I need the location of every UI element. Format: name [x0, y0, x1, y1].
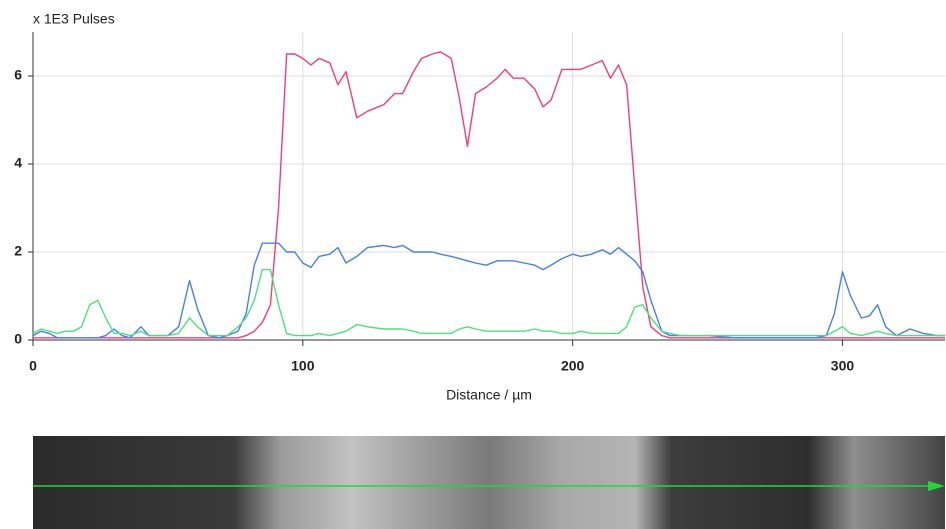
data-line [33, 51, 945, 339]
plot-area: 0 2 4 6 0 100 200 300 [14, 32, 945, 374]
y-tick-label: 0 [14, 331, 22, 347]
y-tick-label: 4 [14, 155, 22, 171]
data-line [32, 268, 945, 337]
x-tick-label: 100 [291, 358, 315, 374]
sem-image [33, 436, 945, 529]
data-line [32, 242, 945, 339]
y-tick-label: 2 [14, 243, 22, 259]
x-tick-label: 300 [831, 358, 855, 374]
x-tick-label: 0 [29, 358, 37, 374]
y-axis-label: x 1E3 Pulses [33, 11, 115, 27]
x-tick-label: 200 [561, 358, 585, 374]
x-axis-label: Distance / µm [446, 387, 532, 403]
scan-arrow [928, 481, 945, 491]
y-tick-label: 6 [14, 67, 22, 83]
